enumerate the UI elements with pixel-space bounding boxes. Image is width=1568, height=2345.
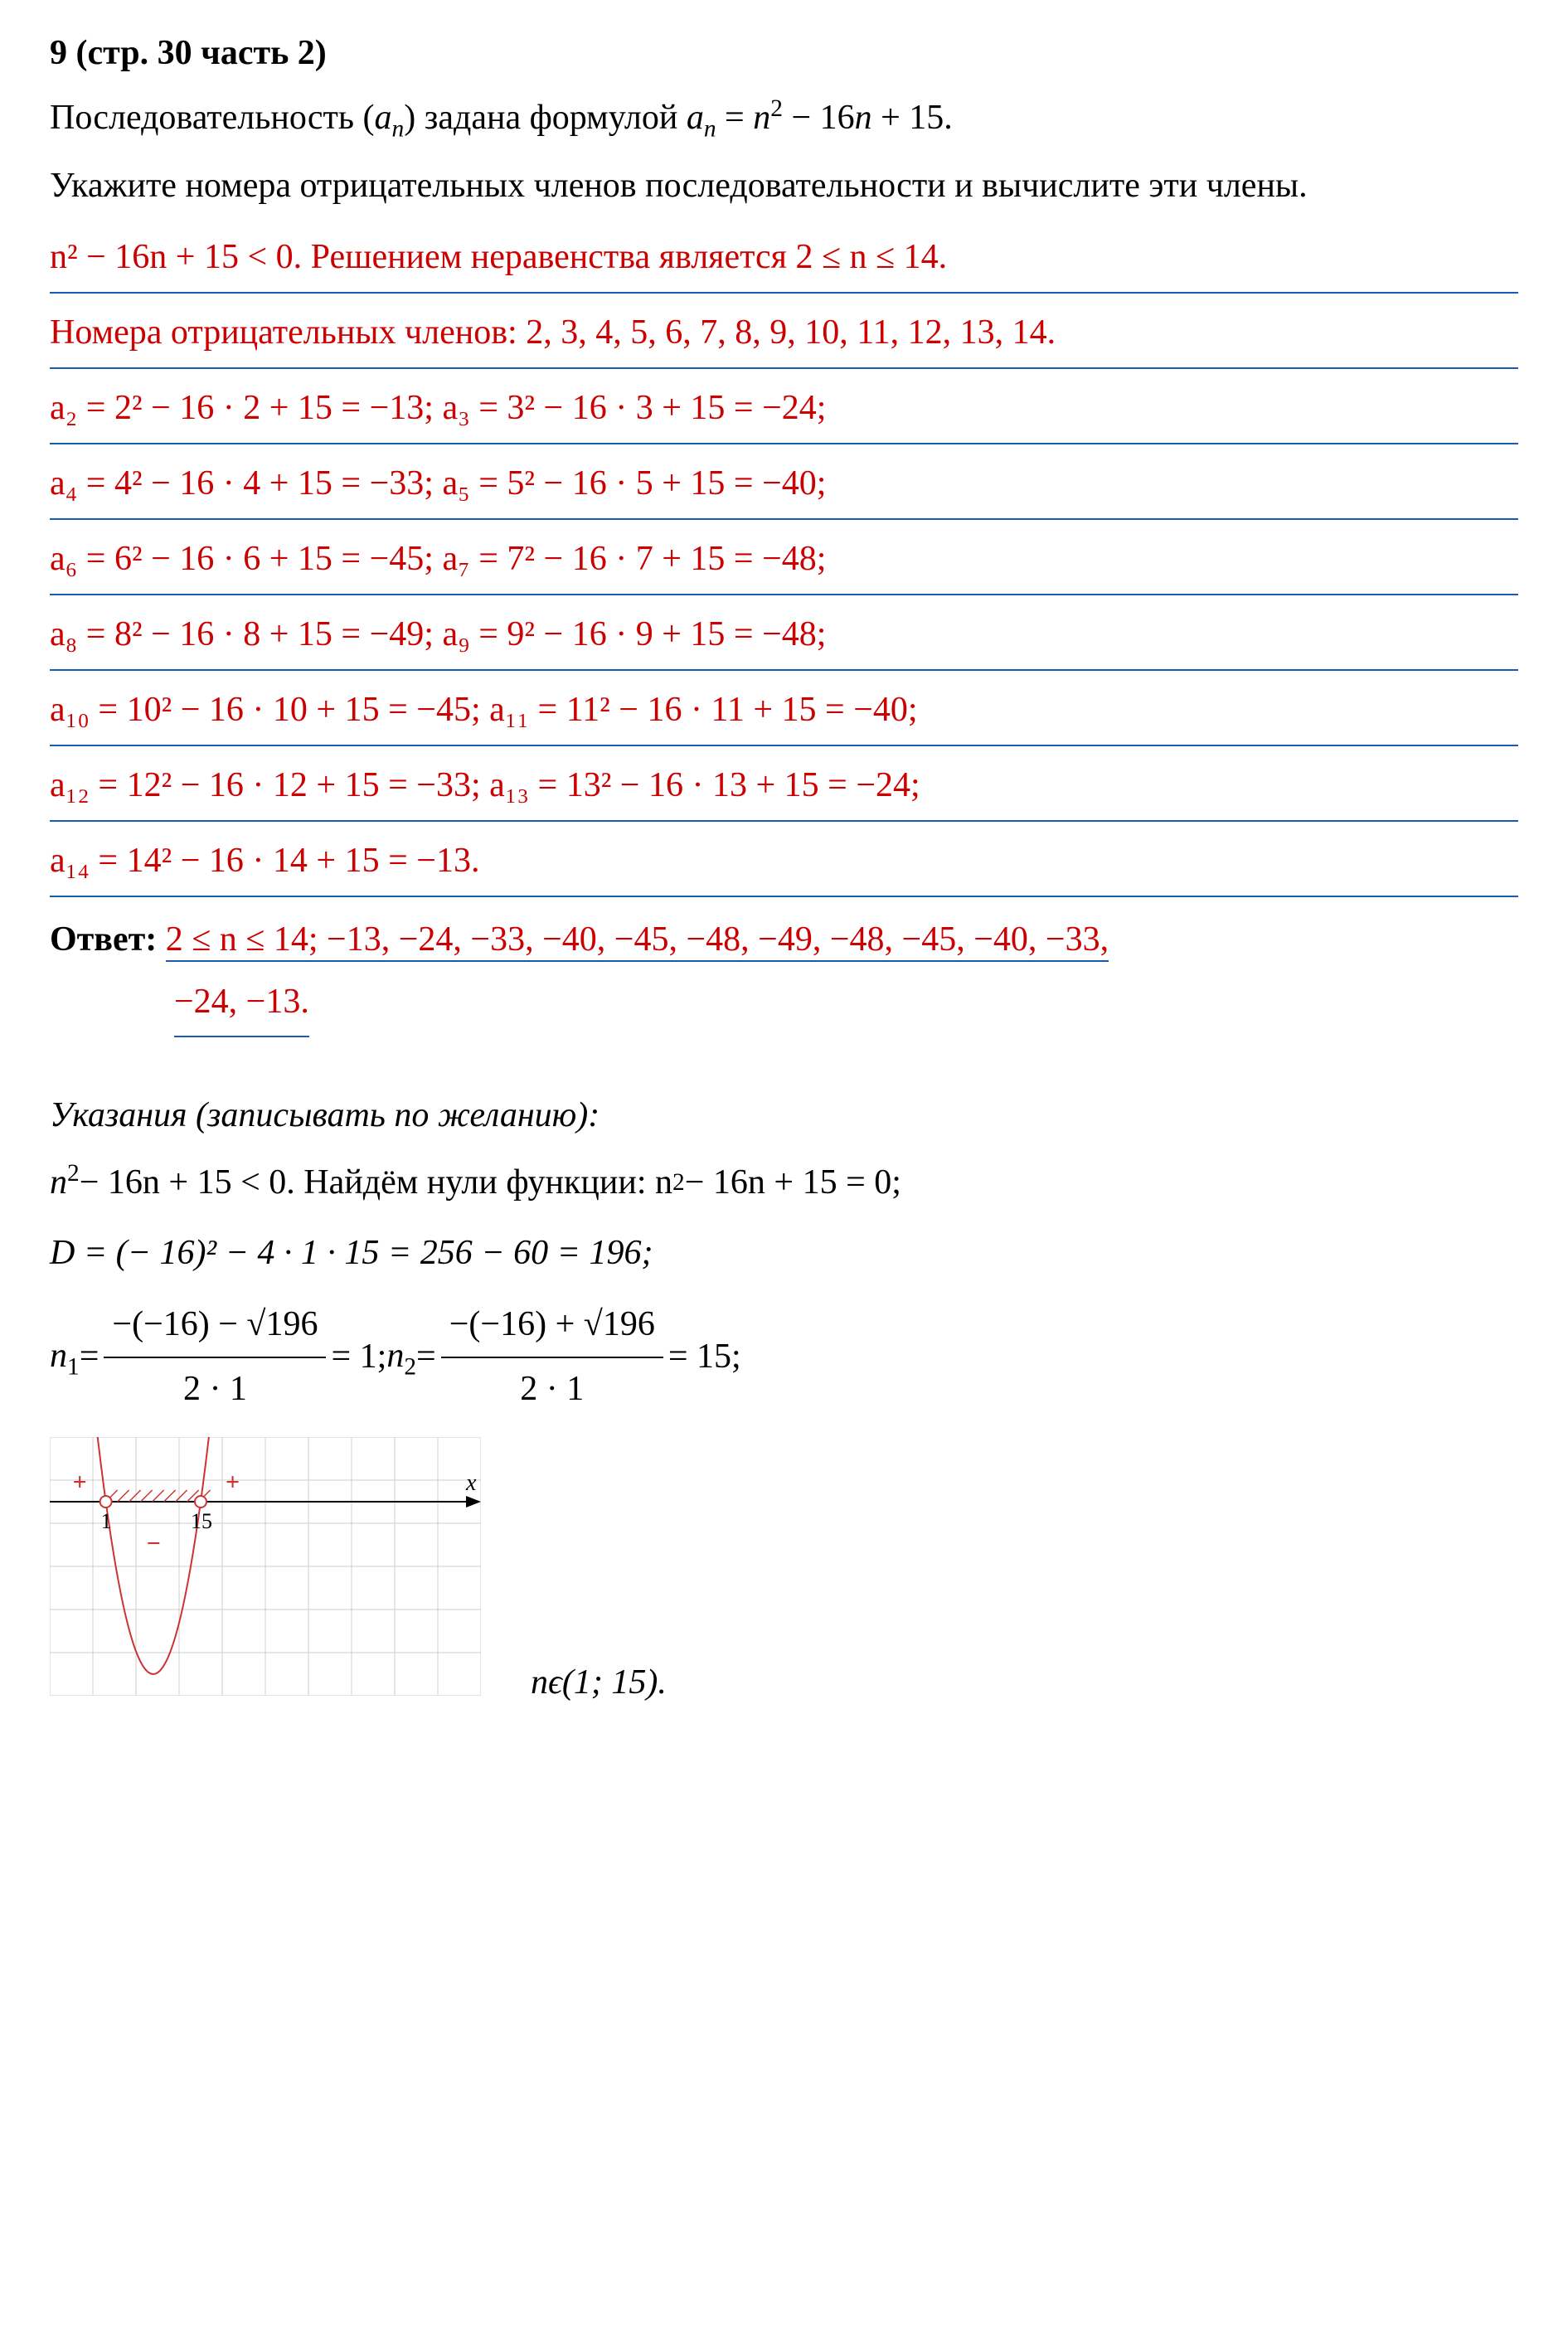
var-n: n xyxy=(753,99,770,137)
eq: = xyxy=(80,1326,100,1389)
svg-text:−: − xyxy=(147,1530,161,1557)
var-an: an xyxy=(687,99,716,137)
work-line: Номера отрицательных членов: 2, 3, 4, 5,… xyxy=(50,300,1518,369)
work-line: a₁₂ = 12² − 16 · 12 + 15 = −33; a₁₃ = 13… xyxy=(50,753,1518,822)
var-d: D = (− 16)² − 4 · 1 · 15 = 256 − 60 = 19… xyxy=(50,1222,653,1285)
txt: − 16 xyxy=(783,99,855,137)
var-n1: n1 xyxy=(50,1325,80,1389)
svg-text:x: x xyxy=(465,1470,477,1496)
sq: 2 xyxy=(770,95,783,122)
work-line: a₁₀ = 10² − 16 · 10 + 15 = −45; a₁₁ = 11… xyxy=(50,677,1518,746)
denominator: 2 · 1 xyxy=(175,1358,255,1421)
var-n: n xyxy=(855,99,872,137)
work-line: a₁₄ = 14² − 16 · 14 + 15 = −13. xyxy=(50,828,1518,897)
denominator: 2 · 1 xyxy=(512,1358,592,1421)
hint-line-1: n2 − 16n + 15 < 0. Найдём нули функции: … xyxy=(50,1152,1518,1215)
fraction-1: −(−16) − √196 2 · 1 xyxy=(104,1294,326,1420)
var-n2: n2 xyxy=(386,1325,416,1389)
final-interval: nϵ(1; 15). xyxy=(531,1663,667,1702)
var-an: an xyxy=(375,99,405,137)
problem-header: 9 (стр. 30 часть 2) xyxy=(50,33,1518,73)
answer-line-1: 2 ≤ n ≤ 14; −13, −24, −33, −40, −45, −48… xyxy=(166,920,1109,962)
sq: 2 xyxy=(672,1161,685,1205)
numerator: −(−16) + √196 xyxy=(441,1294,663,1358)
answer-block: Ответ: 2 ≤ n ≤ 14; −13, −24, −33, −40, −… xyxy=(50,909,1518,1037)
work-line: a₈ = 8² − 16 · 8 + 15 = −49; a₉ = 9² − 1… xyxy=(50,602,1518,671)
var: n2 xyxy=(50,1152,80,1215)
problem-line-1: Последовательность (an) задана формулой … xyxy=(50,90,1518,148)
parabola-chart: x 1 15 + − + xyxy=(50,1437,481,1727)
svg-text:+: + xyxy=(226,1469,240,1496)
svg-text:+: + xyxy=(73,1469,87,1496)
result-1: = 1; xyxy=(331,1326,386,1389)
eq: = xyxy=(416,1326,436,1389)
work-line: n² − 16n + 15 < 0. Решением неравенства … xyxy=(50,225,1518,294)
svg-text:15: 15 xyxy=(191,1509,212,1533)
txt: + 15. xyxy=(872,99,953,137)
result-2: = 15; xyxy=(668,1326,741,1389)
txt: − 16n + 15 = 0; xyxy=(685,1152,901,1215)
hint-line-3: n1 = −(−16) − √196 2 · 1 = 1; n2 = −(−16… xyxy=(50,1294,1518,1420)
svg-text:1: 1 xyxy=(101,1509,112,1533)
txt: − 16n + 15 < 0. Найдём нули функции: n xyxy=(80,1152,672,1215)
work-line: a₆ = 6² − 16 · 6 + 15 = −45; a₇ = 7² − 1… xyxy=(50,527,1518,595)
work-line: a₄ = 4² − 16 · 4 + 15 = −33; a₅ = 5² − 1… xyxy=(50,451,1518,520)
problem-line-2: Укажите номера отрицательных членов посл… xyxy=(50,158,1518,214)
answer-line-2: −24, −13. xyxy=(174,971,309,1037)
txt: ) задана формулой xyxy=(404,99,687,137)
answer-label: Ответ: xyxy=(50,920,166,959)
hint-line-2: D = (− 16)² − 4 · 1 · 15 = 256 − 60 = 19… xyxy=(50,1222,1518,1285)
numerator: −(−16) − √196 xyxy=(104,1294,326,1358)
txt: Последовательность ( xyxy=(50,99,375,137)
work-line: a₂ = 2² − 16 · 2 + 15 = −13; a₃ = 3² − 1… xyxy=(50,376,1518,444)
chart-svg: x 1 15 + − + xyxy=(50,1437,481,1696)
eq: = xyxy=(716,99,754,137)
hints-title: Указания (записывать по желанию): xyxy=(50,1095,1518,1135)
fraction-2: −(−16) + √196 2 · 1 xyxy=(441,1294,663,1420)
